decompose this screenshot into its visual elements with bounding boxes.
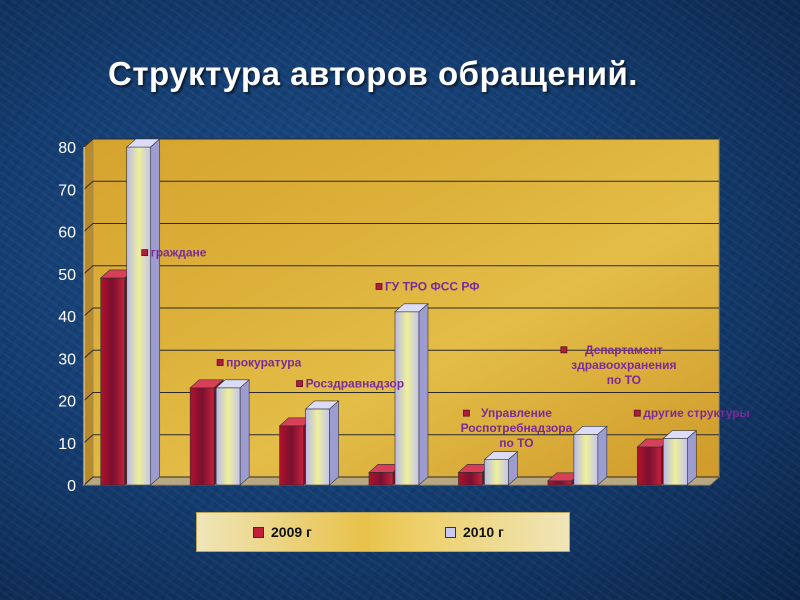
category-label-text: граждане: [151, 246, 207, 260]
bar-2010: [215, 379, 250, 486]
category-label-text: по ТО: [499, 436, 533, 450]
y-tick-label: 50: [58, 267, 76, 284]
category-label: Росздравнадзор: [296, 377, 405, 391]
legend-swatch-2009: [253, 526, 264, 538]
legend-swatch-2010: [445, 526, 456, 538]
label-marker: [216, 359, 224, 366]
bar-2010: [662, 429, 698, 486]
slide-title: Структура авторов обращений.: [108, 55, 638, 92]
bar-2010: [125, 138, 161, 486]
y-tick-label: 30: [58, 351, 76, 368]
bars: [99, 138, 698, 486]
bar-front: [662, 438, 688, 486]
y-tick-label: 20: [58, 394, 76, 411]
bar-front: [484, 459, 509, 486]
gridline: [83, 223, 719, 232]
label-marker: [560, 346, 568, 354]
label-marker: [375, 283, 383, 290]
bar-side: [686, 429, 697, 486]
bar-2010: [483, 450, 519, 486]
gridline: [83, 180, 719, 190]
gridline: [83, 434, 719, 444]
bar-front: [547, 480, 573, 486]
label-marker: [633, 409, 641, 417]
y-tick-label: 70: [58, 182, 76, 199]
y-tick-label: 80: [58, 140, 76, 157]
category-label: ГУ ТРО ФСС РФ: [375, 279, 479, 293]
category-label-text: прокуратура: [226, 355, 301, 369]
label-marker: [296, 380, 303, 388]
gridline: [83, 265, 719, 275]
bar-side: [150, 138, 161, 486]
bar-2010: [304, 400, 340, 486]
bar-side: [239, 379, 250, 486]
category-labels: граждане прокуратура Росздравнадзор ГУ ТРО …: [141, 246, 750, 450]
bar-side: [597, 425, 608, 486]
bar-front: [100, 277, 126, 486]
bar-front: [215, 387, 241, 486]
bar-front: [305, 408, 330, 486]
bar-front: [126, 146, 152, 486]
category-label-text: Управление: [481, 406, 552, 420]
category-label: граждане: [141, 246, 207, 260]
bar-front: [279, 425, 304, 486]
category-label-text: Росздравнадзор: [306, 377, 405, 391]
bar-side: [329, 400, 339, 486]
category-label-text: Департамент: [585, 343, 663, 357]
bar-side: [508, 450, 518, 486]
y-tick-label: 10: [58, 436, 76, 453]
bar-2010: [573, 425, 608, 486]
y-axis: 0 10 20 30 40 50 60 70 80: [58, 140, 85, 495]
bar-front: [636, 446, 662, 486]
gridline: [83, 349, 719, 359]
bar-side: [418, 303, 429, 486]
gridline: [83, 138, 719, 148]
category-label-text: ГУ ТРО ФСС РФ: [385, 279, 479, 293]
chart-legend: 2009 г 2010 г: [196, 512, 570, 552]
y-tick-label: 40: [58, 309, 76, 326]
legend-item-2010: 2010 г: [445, 524, 504, 540]
bar-front: [189, 387, 215, 486]
legend-label-2009: 2009 г: [271, 524, 312, 540]
bar-front: [458, 472, 483, 486]
bar-front: [394, 311, 420, 486]
bar-front: [573, 433, 599, 486]
category-label-text: здравоохранения: [571, 358, 676, 372]
label-marker: [141, 249, 149, 257]
category-label-text: по ТО: [607, 373, 641, 387]
label-marker: [463, 409, 470, 417]
bar-front: [368, 472, 394, 486]
legend-label-2010: 2010 г: [463, 524, 504, 540]
category-label: другие структуры: [633, 406, 750, 420]
category-label-text: Роспотребнадзора: [461, 421, 573, 435]
y-tick-label: 0: [67, 478, 76, 495]
y-tick-label: 60: [58, 225, 76, 242]
category-label-text: другие структуры: [643, 406, 750, 420]
legend-item-2009: 2009 г: [253, 524, 312, 540]
gridline: [83, 307, 719, 317]
gridline: [83, 392, 719, 401]
category-label: прокуратура: [216, 355, 302, 369]
bar-2010: [394, 303, 429, 486]
